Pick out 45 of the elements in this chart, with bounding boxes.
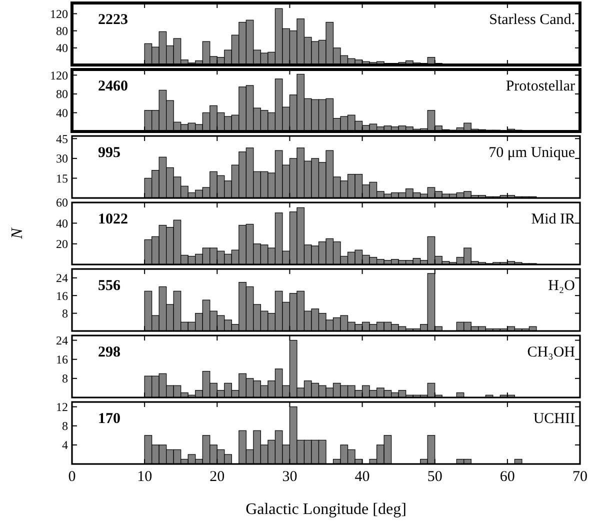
text: UCHII	[533, 411, 575, 427]
annotation: 2460	[98, 78, 128, 94]
y-tick-label: 80	[56, 87, 68, 102]
y-tick-label: 40	[56, 106, 68, 120]
x-tick-label: 60	[500, 469, 515, 485]
y-tick-label: 15	[56, 171, 68, 186]
y-tick-label: 40	[56, 216, 68, 230]
text: CH₃OH	[527, 344, 576, 360]
x-tick-label: 40	[354, 469, 370, 485]
y-tick-label: 45	[56, 132, 68, 146]
x-tick-label: 10	[137, 469, 152, 485]
text: H₂O	[548, 278, 576, 294]
y-tick-label: 16	[56, 288, 68, 303]
y-tick-label: 12	[56, 400, 68, 414]
x-tick-label: 30	[282, 469, 298, 485]
x-tick-label: 70	[572, 469, 588, 485]
y-tick-label: 4	[62, 438, 68, 452]
annotation: 556	[98, 278, 121, 294]
y-tick-label: 120	[50, 6, 68, 21]
text: Starless Cand.	[489, 12, 575, 28]
x-tick-label: 50	[427, 469, 442, 485]
y-tick-label: 80	[56, 24, 68, 38]
x-tick-label: 20	[210, 469, 225, 485]
y-tick-label: 40	[56, 41, 68, 56]
y-tick-label: 60	[56, 196, 68, 210]
y-tick-label: 120	[50, 68, 68, 82]
y-tick-label: 20	[56, 237, 68, 252]
annotation: 2223	[98, 12, 128, 28]
y-tick-label: 8	[62, 306, 68, 320]
y-tick-label: 8	[62, 419, 68, 434]
text: Mid IR	[531, 212, 575, 228]
text: Protostellar	[506, 78, 576, 94]
y-tick-label: 24	[56, 271, 68, 286]
y-tick-label: 24	[56, 333, 68, 348]
x-tick-label: 0	[68, 469, 76, 485]
y-tick-label: 16	[56, 352, 68, 367]
y-tick-label: 8	[62, 372, 68, 386]
annotation: 298	[98, 344, 120, 360]
y-tick-label: 30	[56, 152, 68, 166]
x-axis-title: Galactic Longitude [deg]	[246, 501, 406, 518]
y-axis-title: N	[9, 226, 26, 240]
text: 70 μm Unique	[488, 145, 576, 161]
annotation: 170	[98, 411, 120, 427]
annotation: 1022	[98, 212, 128, 228]
annotation: 995	[98, 145, 120, 161]
